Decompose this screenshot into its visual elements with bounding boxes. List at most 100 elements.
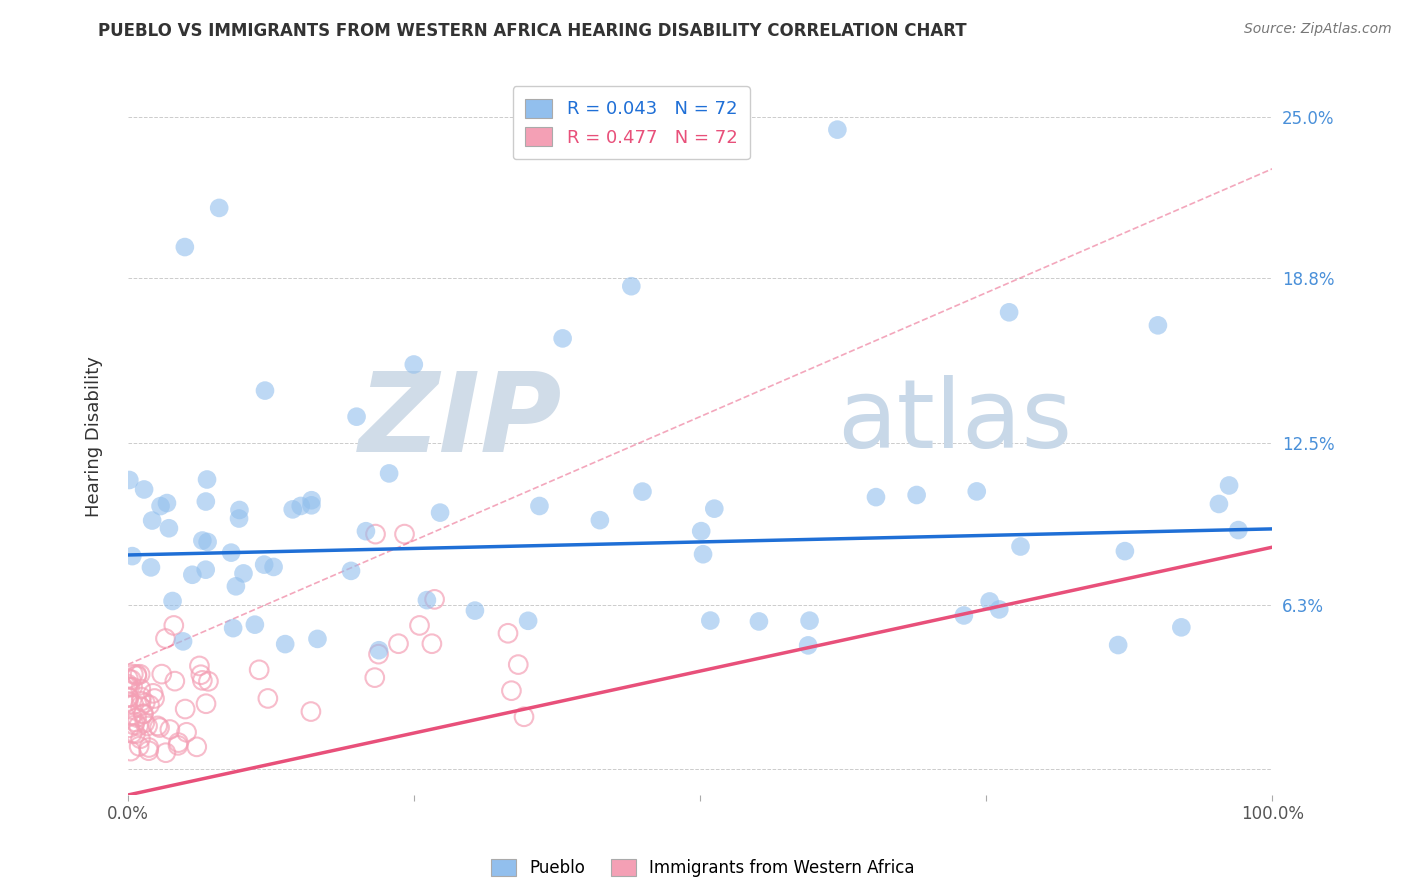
Point: [208, 201, 231, 215]
Point: [155, 746, 177, 760]
Point: [354, 524, 377, 539]
Point: [228, 503, 250, 517]
Point: [827, 122, 849, 136]
Point: [274, 637, 297, 651]
Point: [128, 739, 150, 754]
Point: [172, 634, 194, 648]
Point: [138, 744, 160, 758]
Point: [146, 719, 169, 733]
Point: [364, 527, 387, 541]
Point: [1010, 540, 1032, 554]
Text: Source: ZipAtlas.com: Source: ZipAtlas.com: [1244, 22, 1392, 37]
Point: [797, 639, 820, 653]
Point: [402, 358, 425, 372]
Point: [219, 546, 242, 560]
Point: [195, 473, 218, 487]
Point: [167, 736, 190, 750]
Point: [517, 614, 540, 628]
Point: [340, 564, 363, 578]
Point: [124, 727, 146, 741]
Point: [129, 667, 152, 681]
Point: [117, 677, 139, 691]
Point: [142, 686, 165, 700]
Point: [232, 566, 254, 581]
Legend: R = 0.043   N = 72, R = 0.477   N = 72: R = 0.043 N = 72, R = 0.477 N = 72: [513, 87, 749, 160]
Point: [121, 680, 143, 694]
Point: [243, 617, 266, 632]
Point: [120, 744, 142, 758]
Point: [150, 667, 173, 681]
Point: [988, 602, 1011, 616]
Point: [290, 499, 312, 513]
Point: [346, 409, 368, 424]
Point: [159, 723, 181, 737]
Point: [124, 714, 146, 729]
Point: [551, 331, 574, 345]
Point: [394, 527, 416, 541]
Point: [194, 563, 217, 577]
Point: [699, 614, 721, 628]
Point: [176, 725, 198, 739]
Point: [865, 490, 887, 504]
Point: [253, 384, 276, 398]
Point: [128, 719, 150, 733]
Point: [190, 667, 212, 681]
Point: [121, 708, 143, 723]
Point: [117, 672, 139, 686]
Point: [690, 524, 713, 538]
Point: [162, 594, 184, 608]
Point: [118, 721, 141, 735]
Point: [1227, 523, 1250, 537]
Point: [136, 719, 159, 733]
Point: [173, 240, 195, 254]
Point: [378, 467, 401, 481]
Legend: Pueblo, Immigrants from Western Africa: Pueblo, Immigrants from Western Africa: [485, 852, 921, 884]
Point: [408, 618, 430, 632]
Point: [222, 621, 245, 635]
Point: [122, 718, 145, 732]
Point: [631, 484, 654, 499]
Point: [513, 710, 536, 724]
Point: [589, 513, 612, 527]
Point: [157, 521, 180, 535]
Point: [129, 681, 152, 696]
Point: [416, 593, 439, 607]
Point: [141, 514, 163, 528]
Point: [138, 698, 160, 712]
Point: [692, 547, 714, 561]
Point: [121, 726, 143, 740]
Point: [423, 592, 446, 607]
Point: [979, 594, 1001, 608]
Point: [307, 632, 329, 646]
Point: [118, 473, 141, 487]
Point: [429, 506, 451, 520]
Point: [228, 511, 250, 525]
Text: ZIP: ZIP: [359, 368, 562, 475]
Point: [703, 501, 725, 516]
Point: [496, 626, 519, 640]
Point: [501, 683, 523, 698]
Point: [120, 673, 142, 687]
Point: [134, 715, 156, 730]
Point: [364, 671, 387, 685]
Point: [174, 702, 197, 716]
Point: [748, 615, 770, 629]
Point: [247, 663, 270, 677]
Point: [508, 657, 530, 672]
Point: [225, 579, 247, 593]
Point: [122, 667, 145, 681]
Point: [1218, 478, 1240, 492]
Point: [966, 484, 988, 499]
Point: [132, 483, 155, 497]
Y-axis label: Hearing Disability: Hearing Disability: [86, 356, 103, 516]
Point: [301, 493, 323, 508]
Point: [129, 731, 152, 746]
Point: [1107, 638, 1129, 652]
Point: [197, 674, 219, 689]
Point: [129, 694, 152, 708]
Point: [620, 279, 643, 293]
Point: [420, 637, 443, 651]
Point: [131, 690, 153, 705]
Point: [138, 740, 160, 755]
Point: [132, 706, 155, 721]
